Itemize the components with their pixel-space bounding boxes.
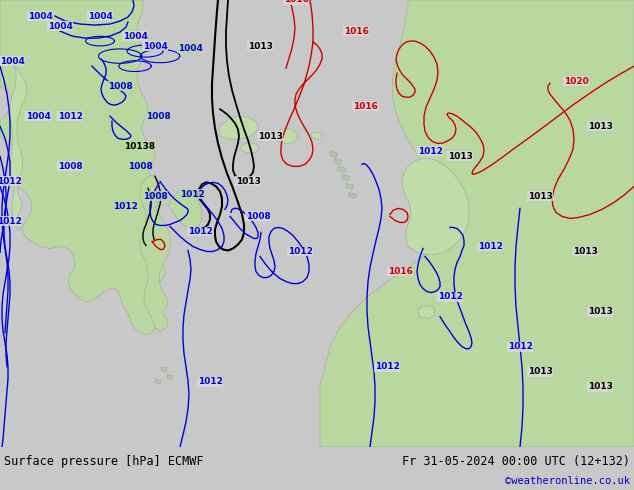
Text: 1008: 1008: [127, 162, 152, 171]
Text: 1013: 1013: [448, 152, 472, 161]
Text: 10138: 10138: [124, 142, 155, 151]
Text: 1008: 1008: [245, 212, 270, 221]
Text: 1016: 1016: [387, 267, 413, 276]
Text: Surface pressure [hPa] ECMWF: Surface pressure [hPa] ECMWF: [4, 455, 204, 468]
Polygon shape: [0, 0, 165, 335]
Polygon shape: [168, 189, 202, 229]
Text: 1004: 1004: [25, 112, 51, 121]
Text: 1020: 1020: [564, 76, 588, 86]
Text: 1004: 1004: [0, 57, 25, 66]
Text: 1013: 1013: [588, 307, 612, 316]
Text: 1012: 1012: [288, 247, 313, 256]
Text: 1012: 1012: [375, 362, 399, 371]
Text: 1013: 1013: [527, 367, 552, 376]
Text: 1016: 1016: [344, 26, 368, 36]
Text: 1004: 1004: [178, 44, 202, 52]
Text: 1008: 1008: [143, 192, 167, 201]
Text: 1012: 1012: [0, 217, 22, 226]
Text: 1004: 1004: [87, 12, 112, 21]
Polygon shape: [167, 375, 173, 380]
Polygon shape: [346, 183, 354, 189]
Text: 1012: 1012: [477, 242, 502, 251]
Polygon shape: [276, 128, 298, 143]
Polygon shape: [338, 166, 346, 172]
Text: 1012: 1012: [188, 227, 212, 236]
Polygon shape: [311, 132, 323, 139]
Text: 1012: 1012: [179, 190, 204, 199]
Text: 1008: 1008: [58, 162, 82, 171]
Text: 1013: 1013: [588, 382, 612, 391]
Polygon shape: [10, 61, 27, 230]
Text: 1016: 1016: [353, 102, 377, 111]
Text: Fr 31-05-2024 00:00 UTC (12+132): Fr 31-05-2024 00:00 UTC (12+132): [402, 455, 630, 468]
Text: 1012: 1012: [418, 147, 443, 156]
Text: 1012: 1012: [58, 112, 82, 121]
Text: ©weatheronline.co.uk: ©weatheronline.co.uk: [505, 476, 630, 486]
Polygon shape: [219, 116, 258, 139]
Text: 1013: 1013: [588, 122, 612, 131]
Polygon shape: [320, 0, 634, 447]
Polygon shape: [402, 158, 469, 254]
Text: 1012: 1012: [437, 292, 462, 301]
Text: 1012: 1012: [198, 377, 223, 386]
Polygon shape: [161, 367, 167, 372]
Text: 1008: 1008: [108, 82, 133, 91]
Text: 1004: 1004: [122, 31, 148, 41]
Text: 1013: 1013: [573, 247, 597, 256]
Text: 1012: 1012: [113, 202, 138, 211]
Text: 1004: 1004: [48, 22, 72, 30]
Polygon shape: [155, 379, 161, 384]
Text: 1013: 1013: [527, 192, 552, 201]
Text: 1013: 1013: [236, 177, 261, 186]
Polygon shape: [240, 142, 259, 153]
Text: 1013: 1013: [257, 132, 282, 141]
Polygon shape: [342, 174, 350, 180]
Text: 1004: 1004: [143, 42, 167, 50]
Text: 1012: 1012: [508, 342, 533, 351]
Text: 1012: 1012: [0, 177, 22, 186]
Text: 1016: 1016: [283, 0, 308, 4]
Polygon shape: [418, 306, 435, 318]
Text: 1004: 1004: [27, 12, 53, 21]
Polygon shape: [334, 158, 342, 164]
Text: 1008: 1008: [146, 112, 171, 121]
Polygon shape: [140, 175, 171, 331]
Polygon shape: [349, 193, 357, 198]
Text: 1013: 1013: [247, 42, 273, 50]
Polygon shape: [330, 151, 338, 157]
